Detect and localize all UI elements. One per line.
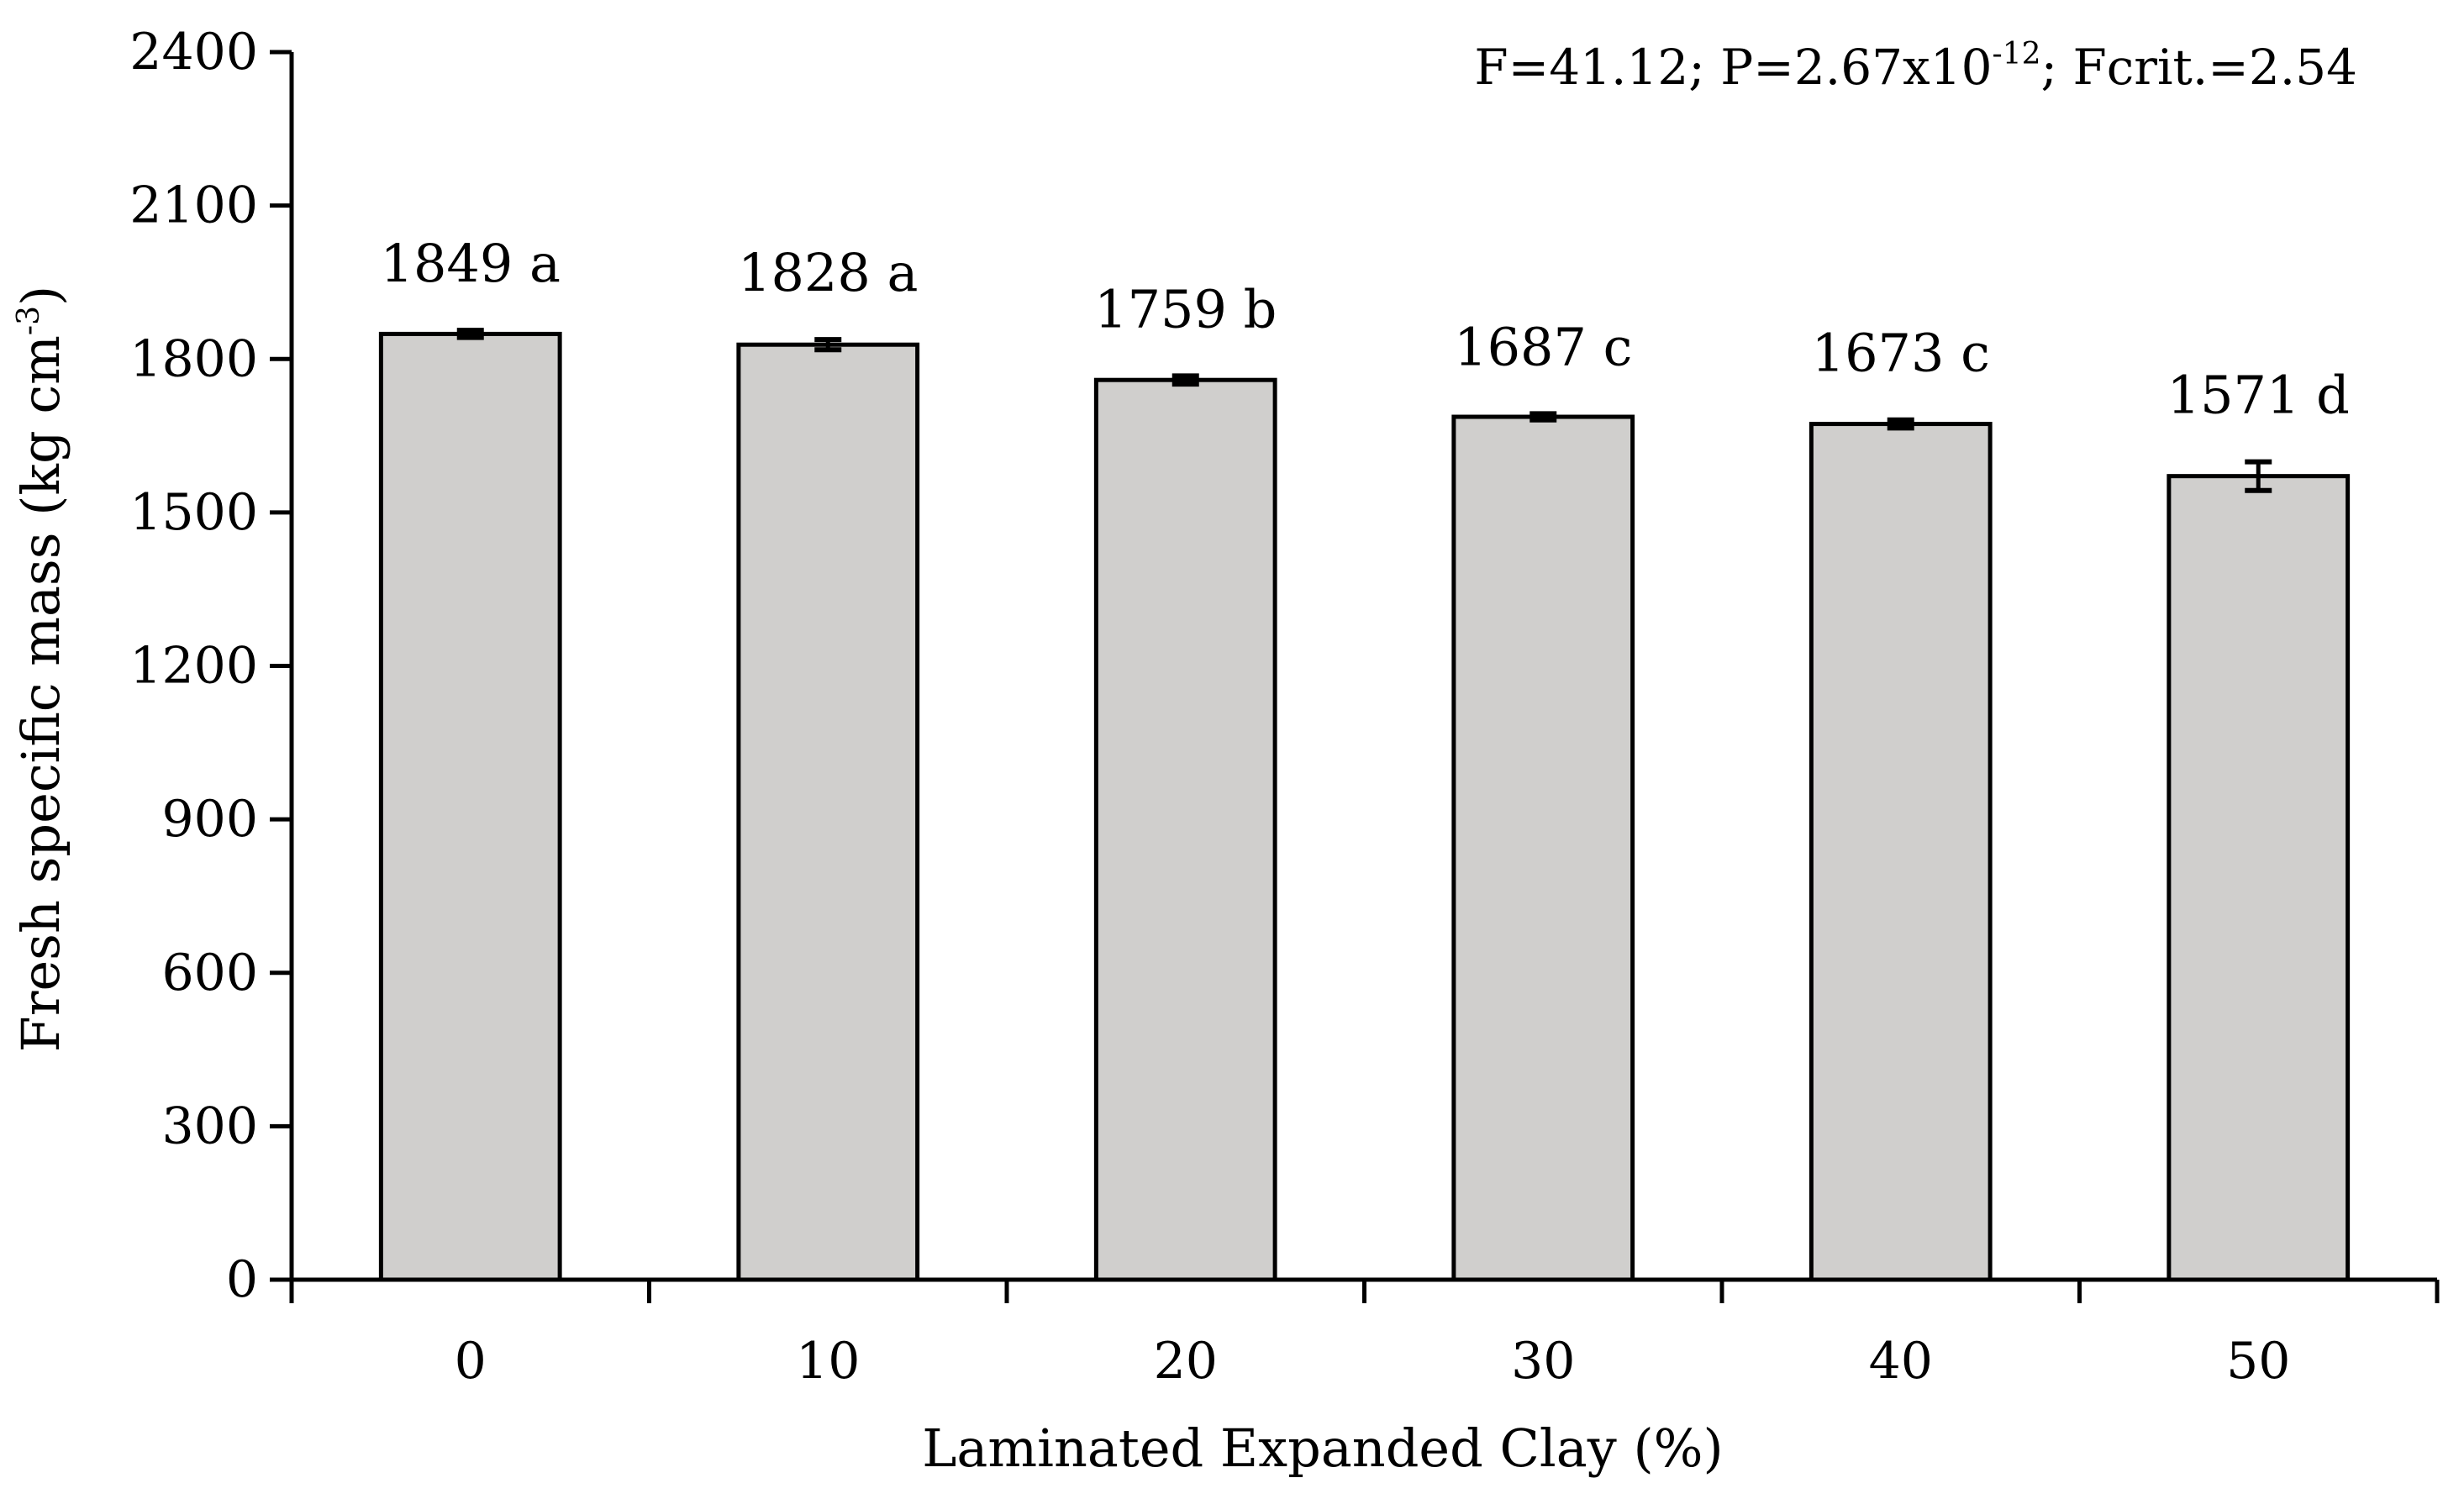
y-tick-label: 300: [161, 1097, 258, 1155]
bar: [378, 331, 562, 1282]
x-tick-label: 40: [1869, 1332, 1933, 1391]
x-tick-label: 50: [2226, 1332, 2290, 1391]
bar-value-labels: 1849 a 1828 a 1759 b 1687 c 1673 c 1571 d: [381, 233, 2350, 425]
y-tick-label: 2100: [129, 176, 258, 235]
y-axis-title-main: Fresh specific mass (kg cm: [10, 335, 71, 1052]
anova-statistics: F=41.12; P=2.67x10-12; Fcrit.=2.54: [1474, 37, 2357, 96]
error-bars: [456, 328, 2272, 493]
bar-value-label: 1828 a: [738, 242, 918, 303]
bar-series: [378, 331, 2351, 1282]
x-tick-label: 10: [796, 1332, 860, 1391]
y-tick-label: 600: [161, 944, 258, 1002]
y-axis-title: Fresh specific mass (kg cm-3): [10, 286, 71, 1052]
y-axis-title-suffix: ): [10, 286, 71, 306]
bar-value-label: 1687 c: [1454, 316, 1632, 377]
bar-value-label: 1673 c: [1812, 323, 1990, 384]
bar-value-label: 1759 b: [1094, 278, 1277, 339]
bar: [1451, 414, 1635, 1282]
x-tick-label: 0: [455, 1332, 487, 1391]
y-tick-label: 900: [161, 790, 258, 849]
y-tick-label: 1500: [129, 483, 258, 542]
y-axis-title-superscript: -3: [12, 306, 46, 335]
x-tick-label: 20: [1154, 1332, 1218, 1391]
anova-statistics-superscript: -12: [1993, 37, 2041, 71]
y-tick-label: 1200: [129, 637, 258, 696]
y-tick-label: 0: [226, 1250, 258, 1309]
bar: [1809, 422, 1993, 1282]
y-axis-ticks: 0 300 600 900 1200 1500 1800 2100 2400: [129, 23, 292, 1309]
x-axis-title: Laminated Expanded Clay (%): [922, 1417, 1724, 1479]
bar-value-label: 1849 a: [381, 233, 561, 294]
y-tick-label: 1800: [129, 329, 258, 388]
bar: [2167, 474, 2351, 1282]
anova-statistics-part2: ; Fcrit.=2.54: [2041, 39, 2357, 96]
anova-statistics-part1: F=41.12; P=2.67x10: [1474, 39, 1992, 96]
x-tick-label: 30: [1511, 1332, 1575, 1391]
y-tick-label: 2400: [129, 23, 258, 82]
x-axis-ticks: 0 10 20 30 40 50: [289, 1280, 2440, 1391]
bar-value-label: 1571 d: [2167, 365, 2350, 426]
bar: [1093, 377, 1277, 1282]
bar: [736, 342, 920, 1282]
